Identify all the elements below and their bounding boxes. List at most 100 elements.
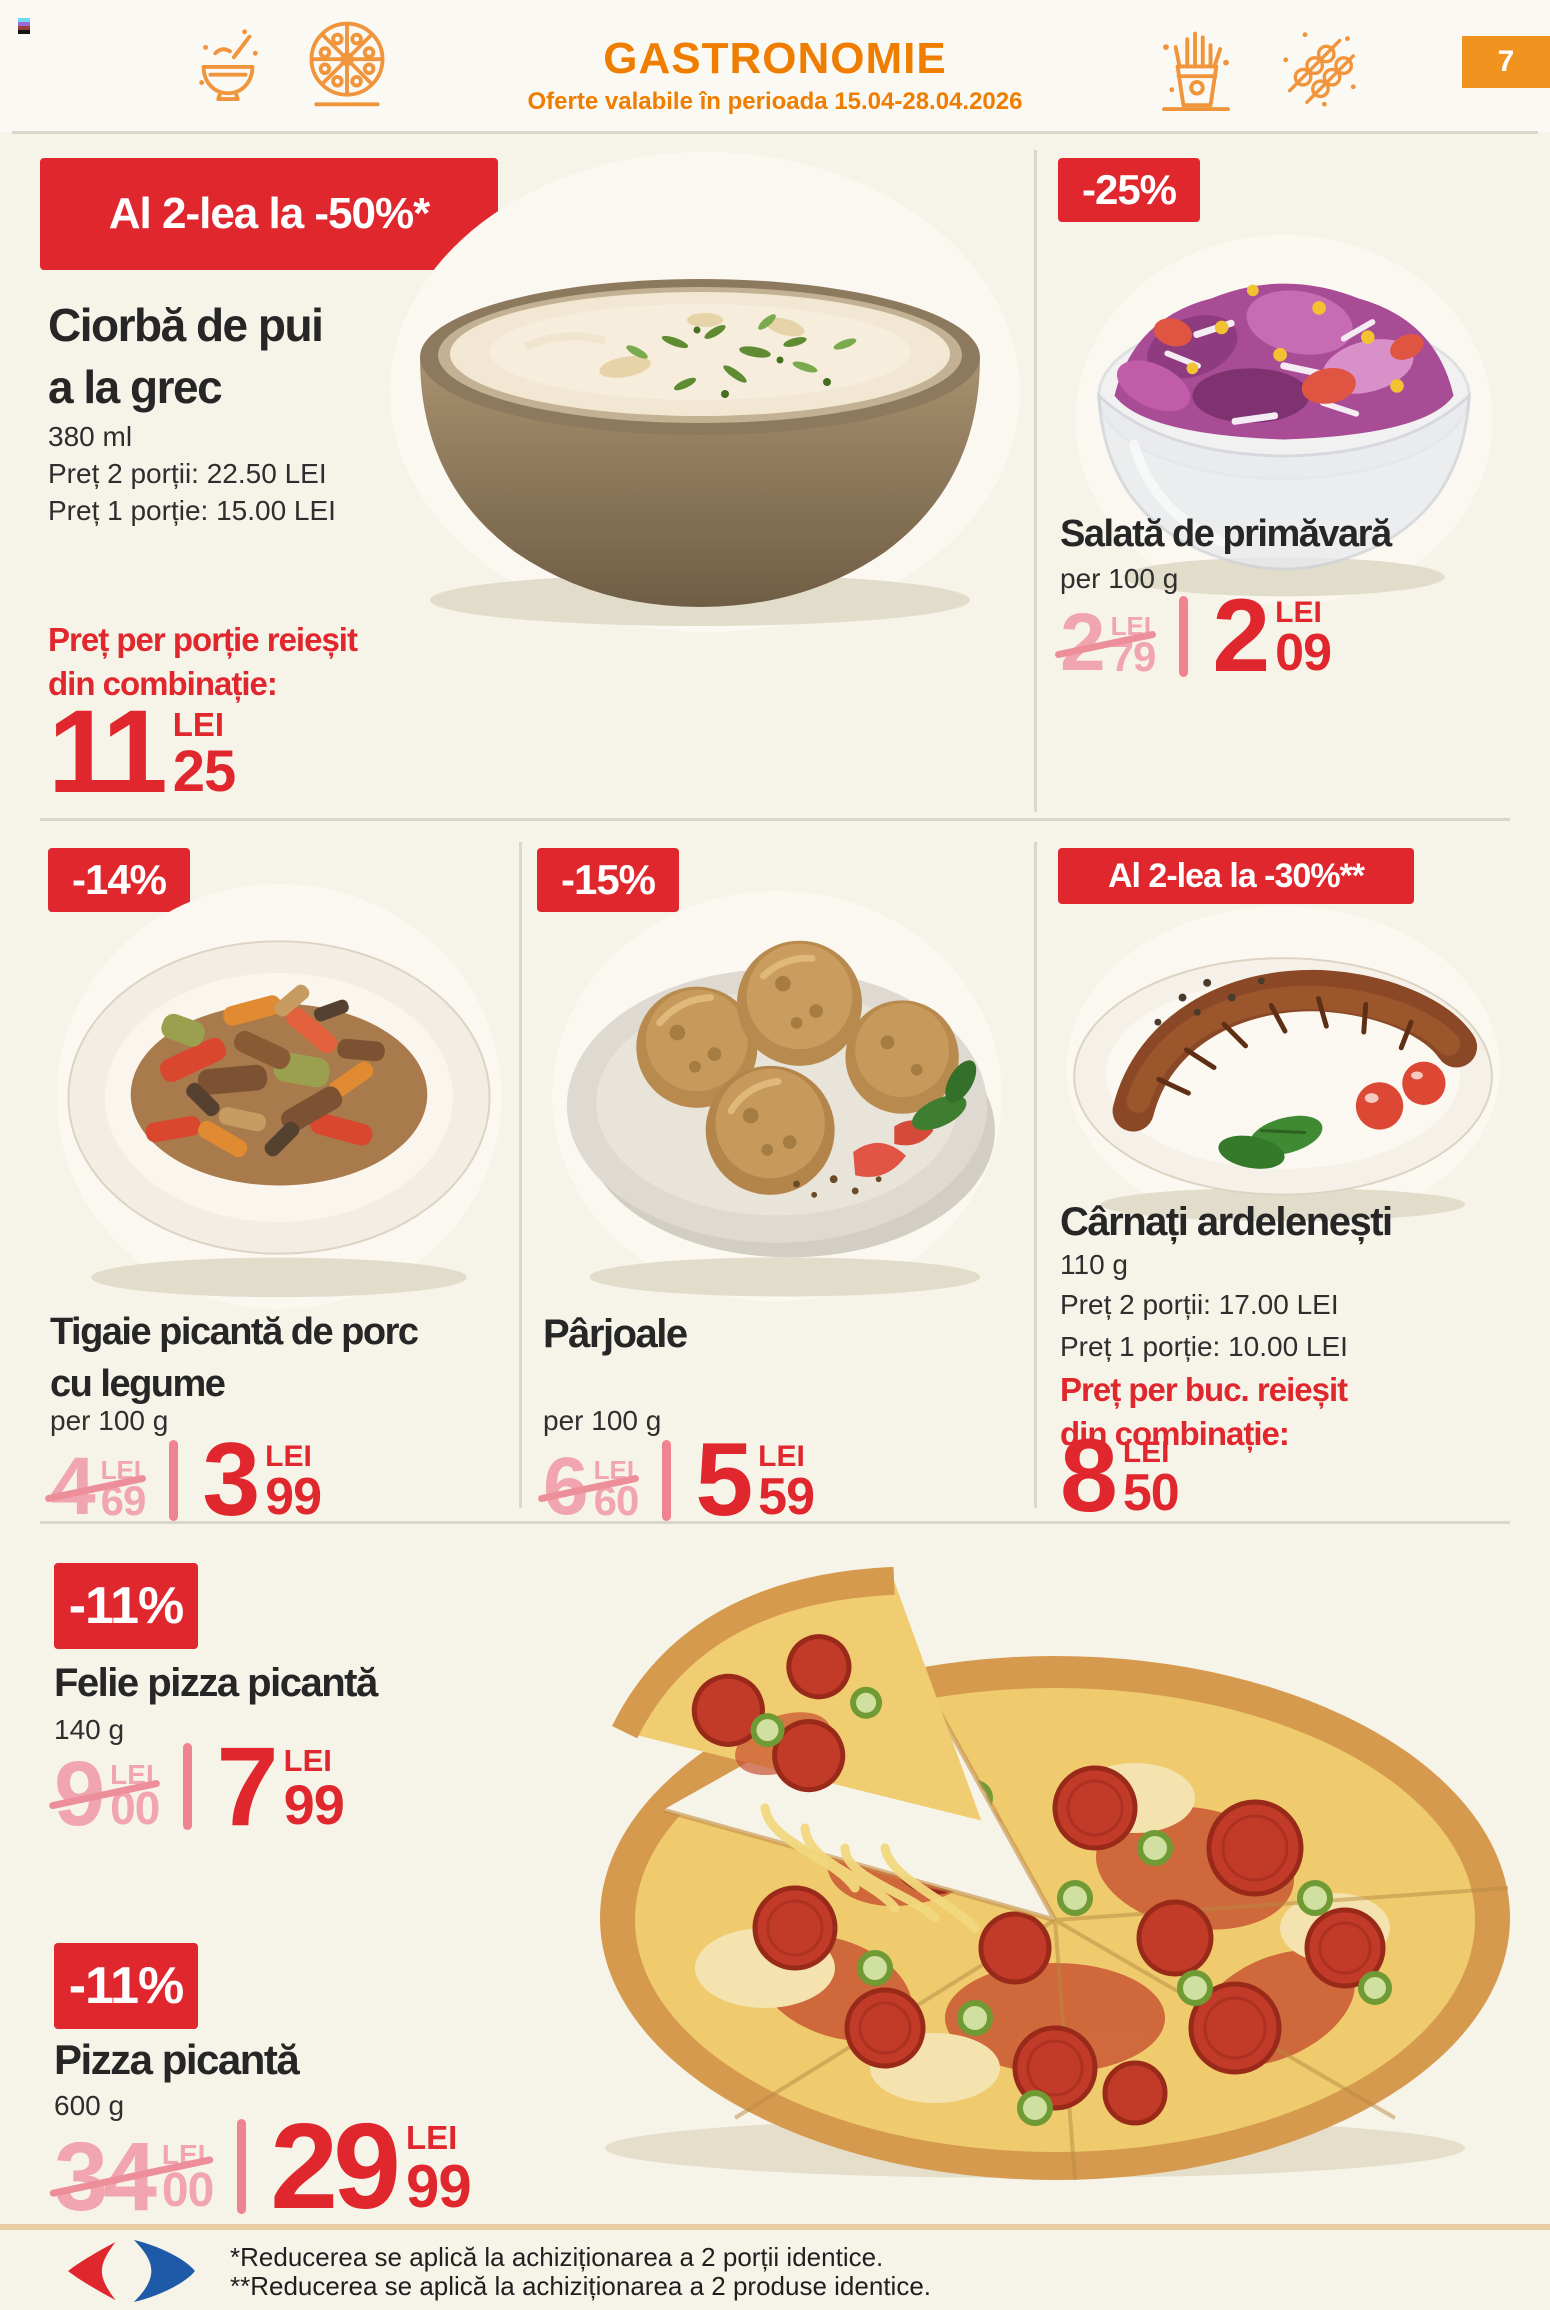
new-price: 2 LEI 09: [1212, 578, 1332, 694]
product-card-parjoale: -15%: [537, 842, 1020, 1532]
product-title: Pârjoale: [543, 1312, 688, 1356]
discount-badge: -25%: [1058, 158, 1200, 222]
product-card-felie-pizza: -11% Felie pizza picantă 140 g 9 LEI 00 …: [40, 1555, 470, 1935]
price-pair: 9 LEI 00 7 LEI 99: [54, 1724, 345, 1849]
row-divider: [40, 818, 1510, 821]
soup-bowl-icon: [199, 29, 258, 102]
new-price-decimals: 99: [265, 1467, 322, 1526]
new-price: 7 LEI 99: [216, 1724, 345, 1849]
pizza-product-photo: [600, 1566, 1510, 2181]
new-price-integer: 3: [202, 1422, 260, 1538]
product-card-pizza: -11% Pizza picantă 600 g 34 LEI 00 29 LE…: [40, 1935, 520, 2234]
price-currency: LEI: [172, 706, 225, 743]
footer-divider: [0, 2224, 1550, 2230]
header-strip: [0, 0, 1550, 132]
new-price-integer: 29: [270, 2098, 401, 2234]
product-size: 380 ml: [48, 421, 133, 452]
new-price-currency: LEI: [265, 1440, 312, 1473]
product-card-tigaie: -14%: [40, 842, 518, 1532]
old-price-currency: LEI: [161, 2138, 206, 2170]
new-price-decimals: 59: [758, 1467, 815, 1526]
combo-price-label-line2: din combinație:: [48, 665, 278, 702]
product-size: 110 g: [1060, 1249, 1128, 1280]
print-registration-mark: [18, 18, 30, 34]
old-price: 9 LEI 00: [54, 1742, 160, 1845]
header-divider: [12, 131, 1538, 134]
offer-banner: Al 2-lea la -30%**: [1058, 848, 1414, 904]
discount-badge: -14%: [48, 848, 190, 912]
offer-banner: Al 2-lea la -50%*: [40, 158, 498, 270]
combo-price-label-line1: Preț per buc. reieșit: [1060, 1371, 1348, 1408]
row-divider: [40, 1521, 1510, 1524]
old-price-decimals: 00: [161, 2164, 214, 2218]
price-pair: 4 LEI 69 3 LEI 99: [50, 1422, 322, 1538]
product-title-line2: cu legume: [50, 1363, 226, 1405]
discount-badge: -11%: [54, 1563, 198, 1649]
new-price-currency: LEI: [283, 1743, 332, 1778]
product-info1: Preț 2 porții: 17.00 LEI: [1060, 1289, 1339, 1320]
salad-product-photo: [1075, 234, 1493, 606]
new-price: 5 LEI 59: [695, 1428, 815, 1532]
page-number-badge: 7: [1462, 36, 1550, 88]
product-card-carnati: Al 2-lea la -30%** Cârnați ardelenești: [1058, 842, 1512, 1528]
pork-product-photo: [56, 883, 502, 1310]
product-title: Cârnați ardelenești: [1060, 1200, 1393, 1244]
price-divider: [1179, 596, 1189, 678]
new-price-currency: LEI: [1275, 596, 1322, 629]
old-price-integer: 6: [543, 1441, 589, 1533]
product-title: Salată de primăvară: [1060, 513, 1392, 555]
product-title: Pizza picantă: [54, 2036, 300, 2083]
price-pair: 6 LEI 60 5 LEI 59: [543, 1428, 815, 1533]
price-pair: 2 LEI 79 2 LEI 09: [1060, 578, 1332, 694]
carrefour-logo: [68, 2240, 195, 2302]
price-integer: 11: [48, 686, 168, 818]
product-card-salata: -25%: [1058, 150, 1510, 815]
footer-note-1: *Reducerea se aplică la achiziționarea a…: [230, 2242, 884, 2272]
column-divider: [519, 842, 522, 1508]
product-size: per 100 g: [543, 1405, 662, 1436]
product-info2: Preț 1 porție: 15.00 LEI: [48, 495, 336, 526]
new-price-decimals: 99: [406, 2153, 472, 2221]
column-divider: [1034, 150, 1037, 812]
price-divider: [237, 2119, 247, 2215]
discount-badge: -11%: [54, 1943, 198, 2029]
price-divider: [169, 1440, 179, 1522]
old-price: 34 LEI 00: [54, 2121, 214, 2231]
discount-badge: -15%: [537, 848, 679, 912]
pizza-icon: [309, 21, 385, 107]
old-price-integer: 34: [54, 2121, 157, 2231]
old-price: 6 LEI 60: [543, 1441, 640, 1533]
new-price: 3 LEI 99: [202, 1422, 322, 1538]
old-price-decimals: 69: [100, 1477, 147, 1525]
combo-price: 11 LEI 25: [48, 686, 1028, 818]
price-currency: LEI: [1122, 1436, 1170, 1469]
old-price-integer: 9: [54, 1742, 105, 1845]
price-pair: 34 LEI 00 29 LEI 99: [54, 2098, 472, 2234]
combo-price: 8 LEI 50: [1060, 1424, 1512, 1528]
sausage-product-photo: [1066, 905, 1500, 1232]
validity-subtitle: Oferte valabile în perioada 15.04-28.04.…: [527, 88, 1023, 115]
soup-product-photo: [390, 152, 1020, 632]
old-price-decimals: 79: [1110, 633, 1157, 681]
price-divider: [183, 1743, 193, 1831]
old-price-decimals: 60: [593, 1477, 640, 1525]
new-price-currency: LEI: [406, 2119, 458, 2156]
new-price-decimals: 99: [283, 1772, 345, 1836]
fries-icon: [1162, 31, 1230, 112]
old-price: 4 LEI 69: [50, 1446, 147, 1528]
product-title-line1: Tigaie picantă de porc: [50, 1311, 419, 1353]
new-price: 29 LEI 99: [270, 2098, 472, 2234]
product-title: Felie pizza picantă: [54, 1661, 378, 1705]
new-price-integer: 7: [216, 1724, 278, 1849]
price-divider: [662, 1440, 672, 1522]
price-decimals: 50: [1122, 1463, 1180, 1522]
page-title: GASTRONOMIE: [603, 34, 947, 83]
product-size: 600 g: [54, 2090, 125, 2121]
product-size: per 100 g: [1060, 563, 1179, 594]
product-card-ciorba: Al 2-lea la -50%*: [40, 150, 1020, 815]
old-price: 2 LEI 79: [1060, 602, 1157, 684]
product-info2: Preț 1 porție: 10.00 LEI: [1060, 1331, 1348, 1362]
new-price-integer: 2: [1212, 578, 1270, 694]
new-price-decimals: 09: [1275, 623, 1332, 682]
